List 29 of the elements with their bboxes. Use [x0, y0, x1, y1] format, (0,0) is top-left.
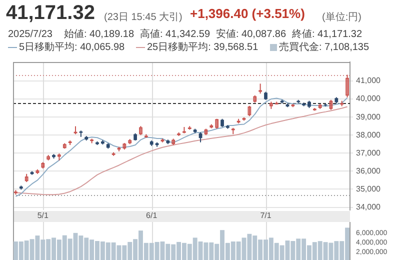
candlestick	[258, 83, 262, 94]
y-tick-label: 39,000	[356, 112, 382, 122]
text: 終値: 41,171.32	[292, 29, 362, 41]
text: +1,396.40 (+3.51%)	[190, 6, 305, 21]
candlestick	[346, 74, 349, 98]
y-tick-label: 36,000	[356, 166, 382, 176]
legend-label: 売買代金: 7,108,135	[279, 42, 370, 53]
x-tick-label: 6/1	[146, 211, 158, 220]
text: 安値: 40,087.86	[216, 29, 286, 41]
text: 2025/7/23	[8, 29, 52, 41]
y-tick-label: 37,000	[356, 148, 382, 158]
candlestick	[215, 118, 219, 130]
text: 高値: 41,342.59	[140, 29, 210, 41]
text: (単位:円)	[322, 11, 362, 24]
candlestick	[329, 99, 333, 110]
x-tick-label: 7/1	[260, 211, 272, 220]
candlestick	[139, 126, 142, 136]
y-tick-label: 35,000	[356, 184, 382, 194]
legend-label: 25日移動平均: 39,568.51	[147, 42, 258, 53]
text: 始値: 40,189.18	[64, 29, 134, 41]
x-tick-label: 5/1	[37, 211, 50, 220]
legend-label: 5日移動平均: 40,065.98	[19, 42, 125, 53]
y-tick-label: 40,000	[356, 94, 382, 104]
y-tick-label: 41,000	[356, 76, 382, 86]
chart-title: 41,171.32	[6, 2, 95, 25]
y-tick-label: 38,000	[356, 130, 382, 140]
y-tick-label: 34,000	[356, 202, 382, 212]
candlestick	[248, 105, 252, 117]
chart-subtitle: (23日 15:45 大引)	[104, 10, 182, 24]
